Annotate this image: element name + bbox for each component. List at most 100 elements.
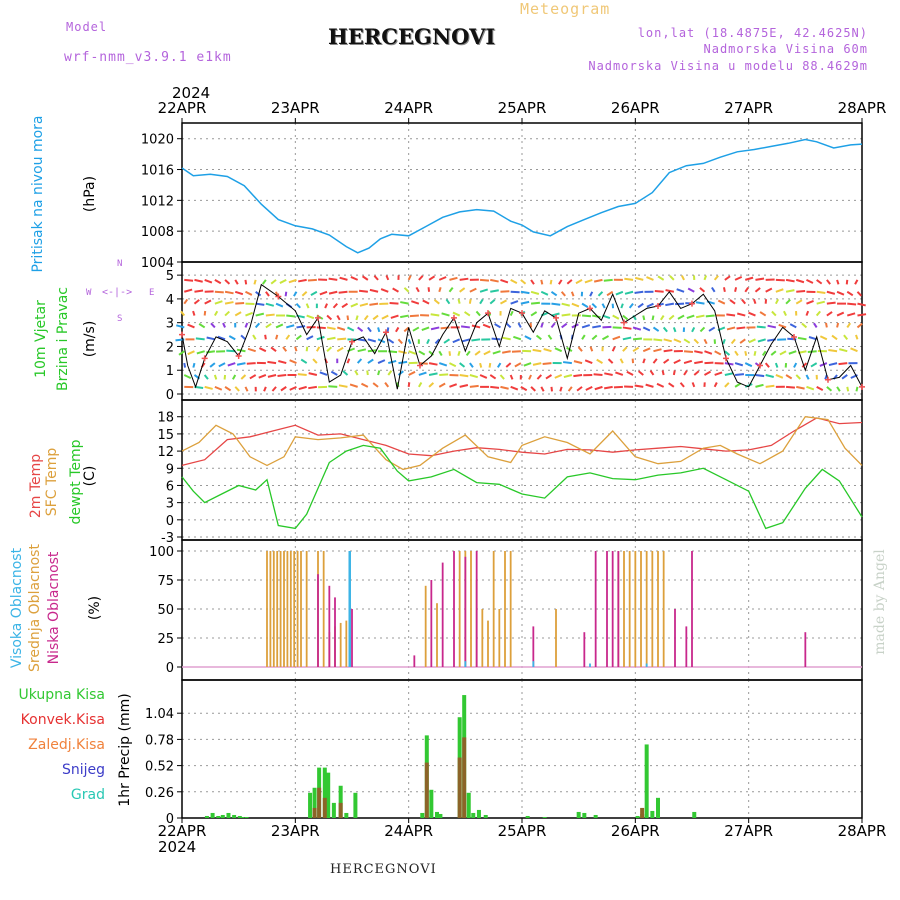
- wind-arrow: [788, 350, 797, 355]
- legend-conv-precip: Konvek.Kisa: [20, 712, 105, 728]
- wind-arrow: [440, 326, 450, 330]
- wind-arrow: [601, 335, 610, 341]
- wind-arrow: [475, 310, 481, 317]
- wind-arrow: [573, 360, 583, 365]
- wind-arrow: [653, 338, 663, 342]
- wind-arrow: [563, 374, 573, 379]
- wind-arrow: [532, 348, 542, 353]
- wind-arrow: [377, 370, 381, 376]
- x-date-label-top: 25APR: [498, 99, 547, 117]
- wind-arrow: [356, 358, 363, 364]
- wind-arrow: [244, 386, 249, 392]
- precip-bar: [232, 814, 237, 818]
- wind-arrow: [245, 290, 253, 296]
- wind-arrow: [354, 370, 359, 376]
- cloud-bar: [289, 551, 292, 667]
- wind-arrow: [430, 313, 440, 317]
- wind-arrow: [265, 313, 275, 317]
- wind-arrow: [654, 289, 664, 293]
- wind-arrow: [471, 338, 481, 342]
- wind-arrow: [714, 371, 723, 376]
- cloud-bar: [348, 551, 351, 667]
- wind-arrow: [330, 370, 338, 376]
- wind-arrow: [536, 374, 542, 380]
- precip-bar: [244, 816, 249, 818]
- wind-arrow: [278, 360, 287, 365]
- precip-bar: [471, 812, 476, 818]
- precip-bar: [593, 814, 598, 818]
- wind-arrow: [214, 385, 223, 391]
- wind-arrow: [459, 277, 469, 281]
- wind-arrow: [755, 383, 764, 388]
- wind-arrow: [593, 373, 603, 376]
- wind-arrow: [673, 338, 682, 344]
- wind-arrow: [530, 301, 540, 305]
- wind-arrow: [535, 334, 542, 341]
- wind-gust-marker: [275, 293, 282, 300]
- cloud-bar: [351, 609, 353, 667]
- wind-arrow: [649, 370, 655, 376]
- wind-arrow: [438, 382, 446, 388]
- wind-arrow: [653, 348, 662, 353]
- wind-arrow: [785, 298, 791, 305]
- wind-arrow: [642, 358, 646, 364]
- wind-arrow: [341, 302, 349, 309]
- wind-arrow: [308, 372, 318, 376]
- wind-arrow: [551, 312, 560, 317]
- wind-arrow: [703, 338, 708, 345]
- wind-arrow: [326, 346, 333, 352]
- wind-arrow: [284, 291, 288, 297]
- wind-arrow: [857, 313, 867, 317]
- wind-arrow: [592, 324, 601, 329]
- wind-arrow: [668, 314, 675, 321]
- wind-arrow: [294, 346, 298, 352]
- wind-arrow: [390, 314, 399, 319]
- wind-arrow: [224, 310, 230, 317]
- cloud-bar: [504, 551, 506, 667]
- footer-title: HERCEGNOVI: [330, 862, 437, 877]
- wind-arrow: [434, 338, 440, 345]
- wind-arrow: [603, 278, 613, 282]
- wind-arrow: [386, 327, 390, 333]
- wind-arrow: [457, 298, 461, 304]
- wind-arrow: [575, 279, 583, 285]
- cloud-bar: [691, 551, 693, 667]
- wind-arrow: [665, 289, 675, 293]
- wind-arrow: [312, 358, 318, 364]
- wind-arrow: [439, 373, 449, 376]
- y-tick-label: 0: [166, 812, 174, 827]
- wind-arrow: [347, 326, 355, 332]
- wind-arrow: [479, 362, 483, 368]
- wind-arrow: [255, 302, 265, 306]
- wind-arrow: [806, 278, 814, 284]
- cloud-bar: [305, 551, 308, 667]
- wind-arrow: [494, 323, 501, 329]
- cloud-bar: [662, 551, 665, 667]
- wind-arrow: [765, 374, 774, 378]
- year-bottom: 2024: [158, 838, 197, 856]
- wind-arrow: [801, 362, 808, 368]
- wind-arrow: [550, 290, 558, 297]
- wind-arrow: [433, 299, 440, 305]
- wind-arrow: [357, 326, 364, 333]
- wind-arrow: [540, 322, 544, 328]
- wind-arrow: [665, 302, 675, 307]
- lonlat-label: lon,lat (18.4875E, 42.4625N): [637, 26, 868, 40]
- wind-arrow: [584, 278, 593, 284]
- wind-arrow: [855, 386, 859, 392]
- y-tick-label: 0: [166, 388, 174, 403]
- wind-arrow: [530, 311, 538, 317]
- wind-arrow: [316, 326, 326, 330]
- wind-arrow: [520, 279, 527, 285]
- wind-arrow: [845, 279, 849, 285]
- cloud-bar: [276, 551, 279, 667]
- wind-arrow: [489, 298, 496, 305]
- wind-arrow: [479, 278, 490, 282]
- wind-arrow: [505, 362, 512, 368]
- altitude-label: Nadmorska Visina 60m: [703, 42, 868, 56]
- precip-bar: [237, 815, 242, 818]
- wind-arrow: [634, 290, 644, 294]
- cloud-bar: [645, 551, 648, 667]
- wind-arrow: [622, 336, 632, 341]
- wind-arrow: [449, 276, 458, 281]
